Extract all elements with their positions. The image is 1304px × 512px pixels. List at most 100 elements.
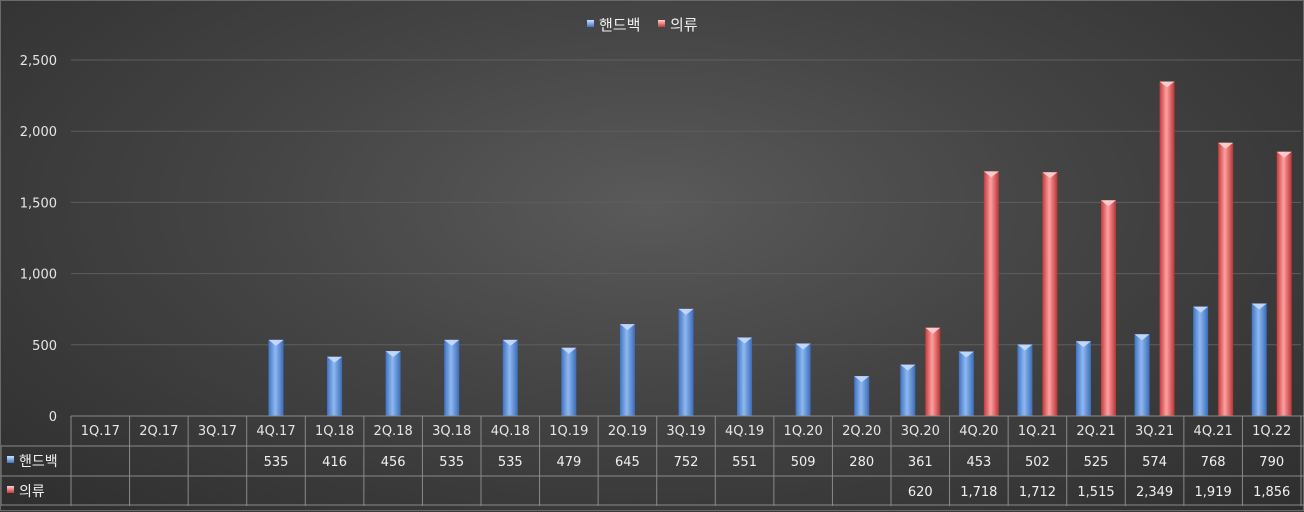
bar-cap bbox=[795, 343, 811, 350]
data-label: 1,712 bbox=[1019, 485, 1056, 500]
series-name: 의류 bbox=[19, 484, 45, 500]
bar bbox=[1076, 341, 1091, 416]
data-label: 502 bbox=[1025, 455, 1050, 470]
data-label: 1,718 bbox=[960, 485, 997, 500]
x-tick-label: 4Q.21 bbox=[1194, 424, 1233, 439]
bar bbox=[327, 356, 343, 416]
x-tick-label: 1Q.22 bbox=[1252, 424, 1291, 439]
bar-cap bbox=[1101, 200, 1116, 207]
x-tick-label: 1Q.20 bbox=[784, 424, 823, 439]
data-label: 574 bbox=[1142, 455, 1167, 470]
bar-cap bbox=[1251, 303, 1267, 310]
data-label: 361 bbox=[908, 455, 933, 470]
x-tick-label: 3Q.17 bbox=[198, 424, 237, 439]
bar bbox=[983, 171, 999, 416]
bar bbox=[561, 347, 577, 416]
bar bbox=[900, 364, 916, 416]
legend-key-icon bbox=[658, 20, 665, 27]
y-tick-label: 2,500 bbox=[20, 54, 57, 69]
bars bbox=[268, 81, 1292, 416]
x-tick-label: 1Q.19 bbox=[549, 424, 588, 439]
data-label: 1,856 bbox=[1253, 485, 1290, 500]
data-label: 416 bbox=[322, 455, 347, 470]
legend: 핸드백 의류 bbox=[587, 16, 698, 34]
series-key-icon bbox=[7, 456, 14, 463]
x-tick-label: 4Q.17 bbox=[256, 424, 295, 439]
bar-cap bbox=[1193, 306, 1209, 313]
legend-entry: 핸드백 bbox=[599, 16, 640, 34]
bar-cap bbox=[502, 339, 518, 346]
data-label: 479 bbox=[556, 455, 581, 470]
data-label: 790 bbox=[1259, 455, 1284, 470]
bar bbox=[1101, 200, 1116, 416]
bar-cap bbox=[1276, 151, 1292, 158]
bar-cap bbox=[737, 337, 753, 344]
bar-cap bbox=[1134, 334, 1150, 341]
bar-cap bbox=[983, 171, 999, 178]
bar-cap bbox=[619, 324, 635, 331]
data-label: 456 bbox=[381, 455, 406, 470]
gridlines bbox=[71, 59, 1301, 346]
bar-cap bbox=[1076, 341, 1091, 348]
x-tick-label: 1Q.21 bbox=[1018, 424, 1057, 439]
bar-cap bbox=[385, 351, 401, 358]
data-label: 1,919 bbox=[1195, 485, 1232, 500]
data-label: 535 bbox=[264, 455, 289, 470]
bar-cap bbox=[854, 376, 870, 383]
bar-cap bbox=[1159, 81, 1175, 88]
data-label: 280 bbox=[849, 455, 874, 470]
legend-key-icon bbox=[587, 20, 594, 27]
bar bbox=[1159, 81, 1175, 416]
data-label: 551 bbox=[732, 455, 757, 470]
data-label: 620 bbox=[908, 485, 933, 500]
bar bbox=[925, 327, 941, 416]
x-tick-label: 3Q.21 bbox=[1135, 424, 1174, 439]
bar-cap bbox=[444, 339, 460, 346]
bar-cap bbox=[678, 308, 694, 315]
x-tick-label: 3Q.18 bbox=[432, 424, 471, 439]
x-tick-label: 4Q.20 bbox=[959, 424, 998, 439]
bar bbox=[444, 339, 460, 416]
bar bbox=[678, 308, 694, 416]
legend-entry: 의류 bbox=[670, 16, 698, 34]
bar bbox=[1134, 334, 1150, 416]
x-tick-label: 4Q.19 bbox=[725, 424, 764, 439]
x-tick-label: 3Q.19 bbox=[666, 424, 705, 439]
bar bbox=[1276, 151, 1292, 416]
bar bbox=[795, 343, 811, 416]
x-tick-label: 1Q.18 bbox=[315, 424, 354, 439]
bar-cap bbox=[1042, 172, 1058, 179]
x-tick-label: 3Q.20 bbox=[901, 424, 940, 439]
bar bbox=[1218, 142, 1234, 416]
bar-cap bbox=[268, 339, 284, 346]
y-tick-label: 0 bbox=[49, 410, 57, 425]
bar-cap bbox=[958, 351, 974, 358]
data-label: 525 bbox=[1084, 455, 1109, 470]
bar-cap bbox=[1017, 344, 1033, 351]
y-tick-label: 2,000 bbox=[20, 125, 57, 140]
bar bbox=[1017, 344, 1033, 416]
bar-cap bbox=[900, 364, 916, 371]
bar bbox=[502, 339, 518, 416]
bar bbox=[268, 339, 284, 416]
bar bbox=[385, 351, 401, 416]
x-tick-label: 4Q.18 bbox=[491, 424, 530, 439]
data-label: 1,515 bbox=[1077, 485, 1114, 500]
data-label: 453 bbox=[966, 455, 991, 470]
bar-cap bbox=[925, 327, 941, 334]
data-label: 535 bbox=[439, 455, 464, 470]
y-tick-label: 500 bbox=[32, 339, 57, 354]
x-tick-label: 2Q.20 bbox=[842, 424, 881, 439]
bar-cap bbox=[327, 356, 343, 363]
data-label: 645 bbox=[615, 455, 640, 470]
bar bbox=[737, 337, 753, 416]
bar bbox=[1193, 306, 1209, 416]
series-name: 핸드백 bbox=[19, 454, 58, 470]
x-tick-label: 1Q.17 bbox=[81, 424, 120, 439]
bar bbox=[1042, 172, 1058, 416]
data-label: 752 bbox=[674, 455, 699, 470]
y-tick-label: 1,500 bbox=[20, 196, 57, 211]
x-tick-label: 2Q.17 bbox=[139, 424, 178, 439]
